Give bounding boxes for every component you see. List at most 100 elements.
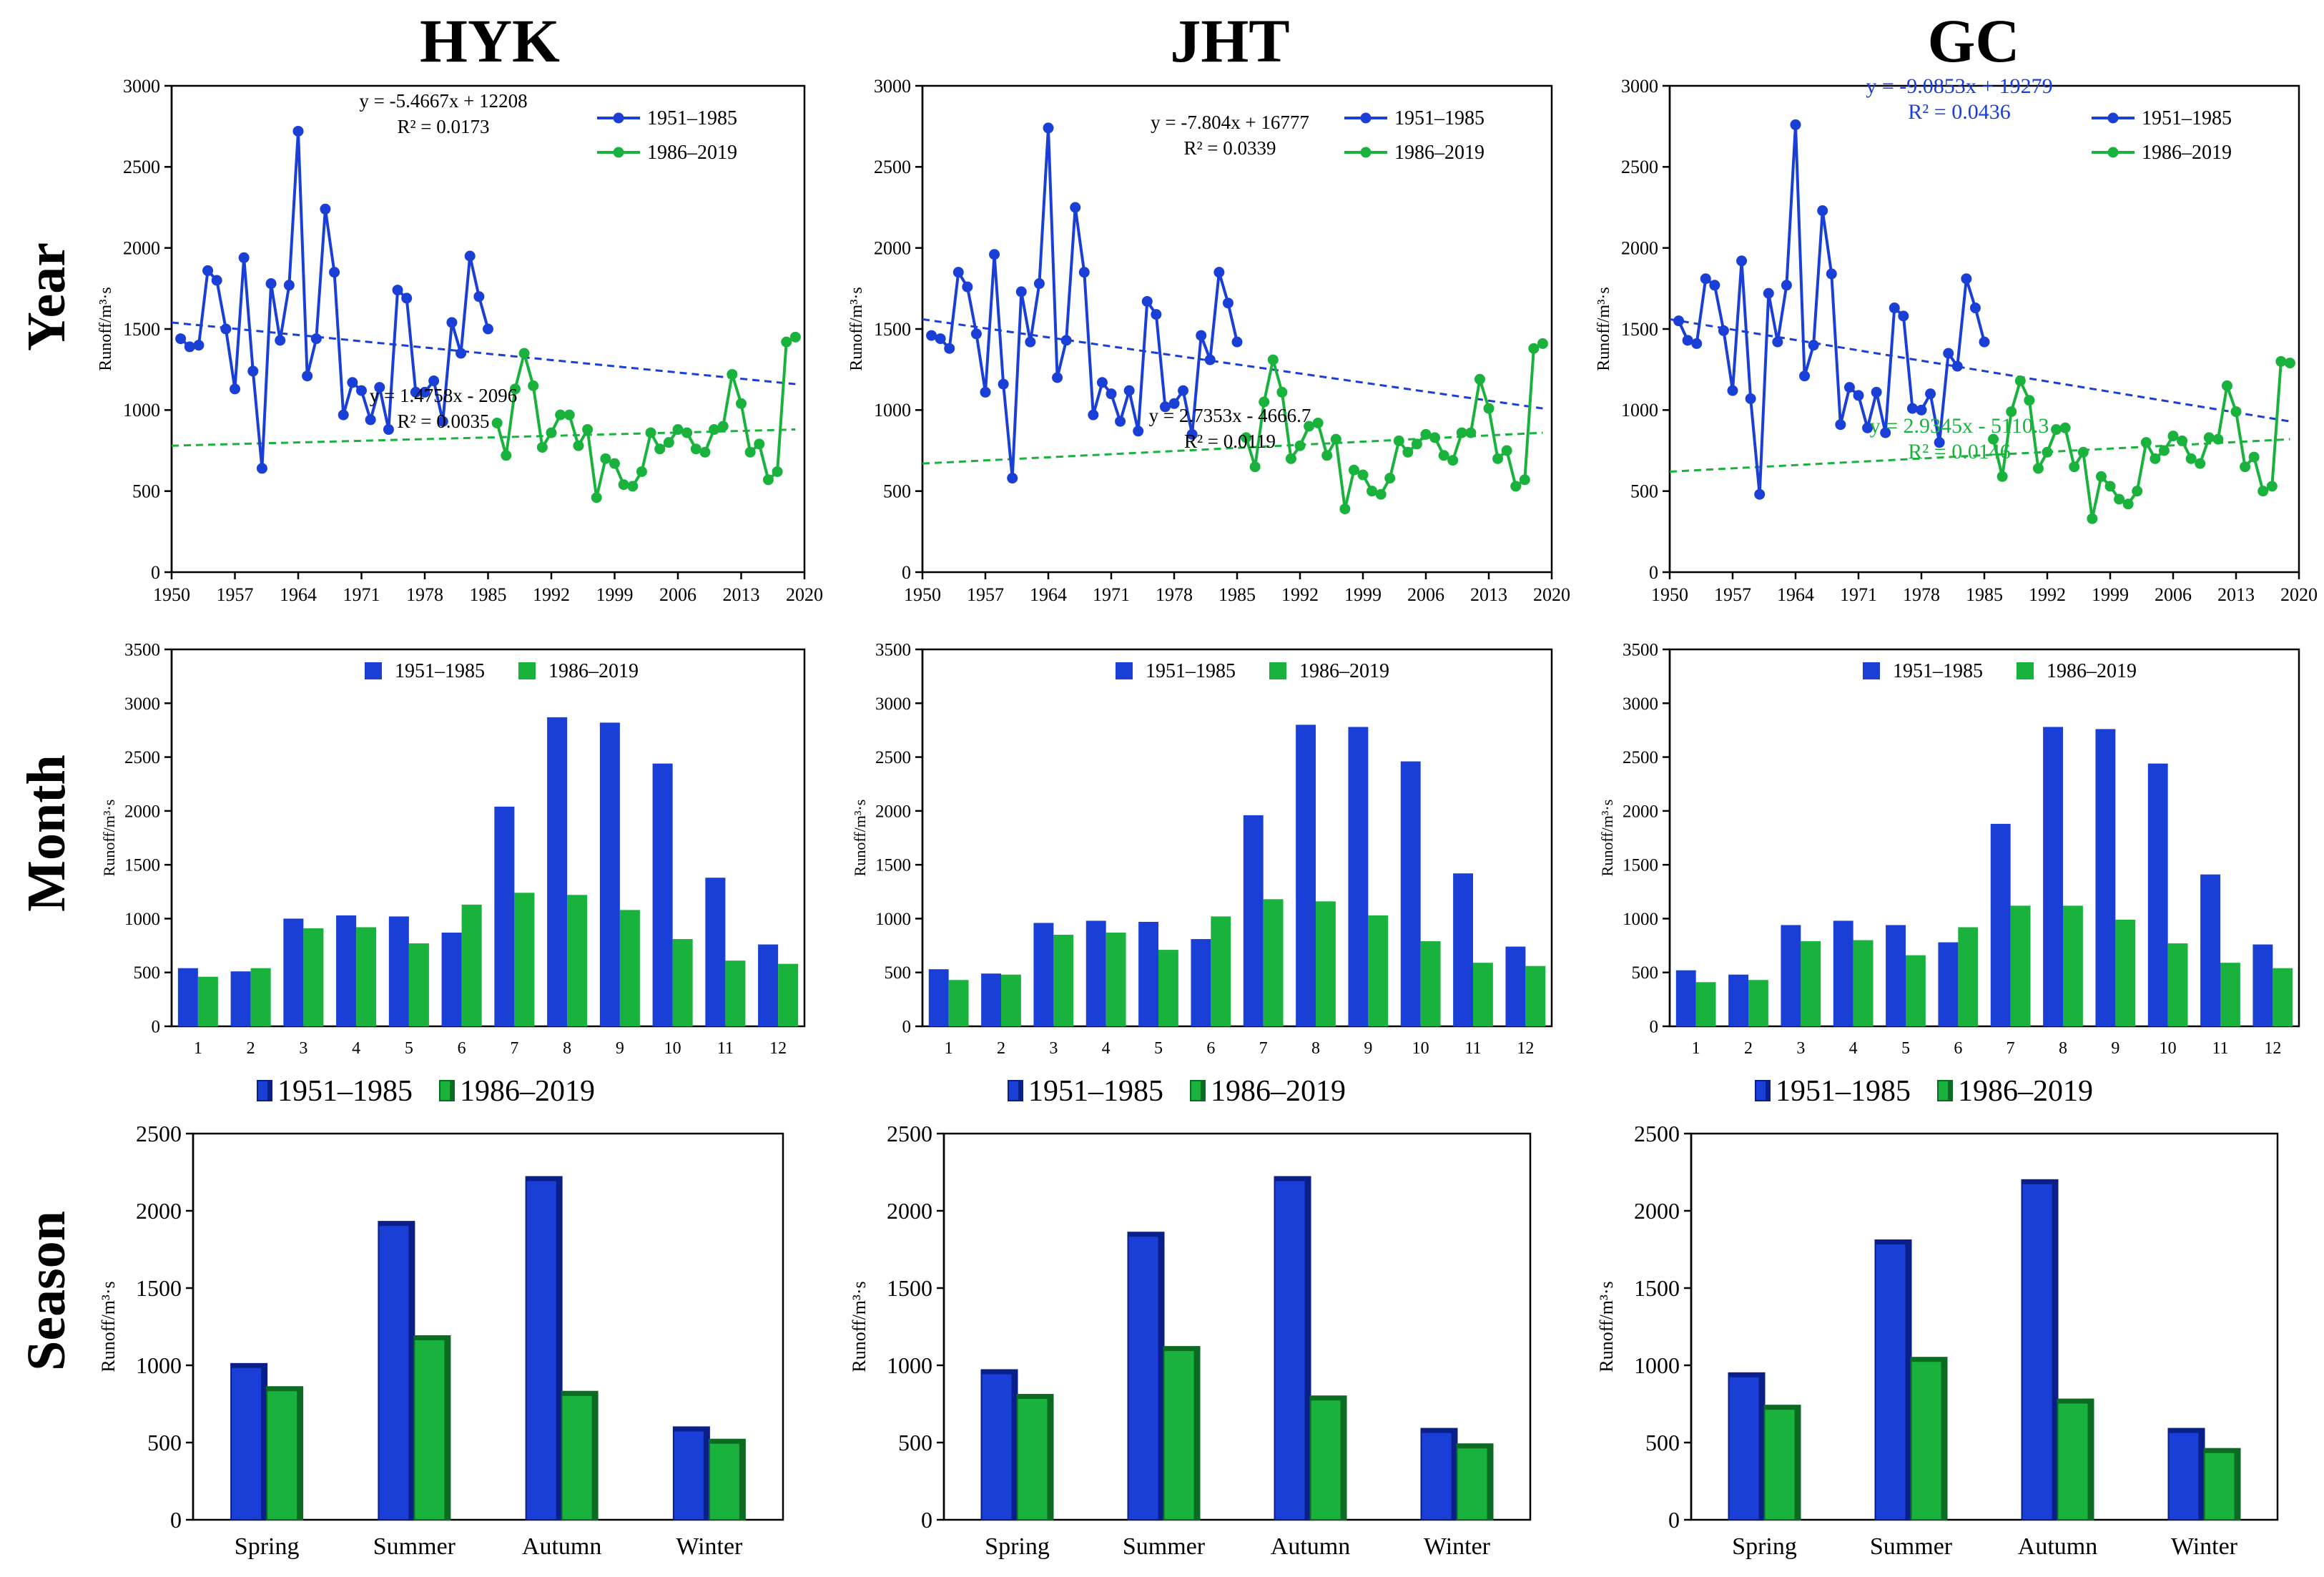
data-point <box>419 386 430 398</box>
data-point <box>1259 396 1270 408</box>
data-point <box>563 409 575 421</box>
data-point <box>2158 445 2170 456</box>
bar-1986-2019 <box>1001 974 1021 1026</box>
series-line-1986-2019 <box>1244 342 1544 510</box>
y-tick-label: 500 <box>132 481 160 502</box>
data-point <box>1151 309 1162 320</box>
bar-top-edge <box>267 1387 303 1392</box>
bar-top-edge <box>1875 1240 1911 1245</box>
data-point <box>1312 417 1324 428</box>
data-point <box>2240 461 2251 473</box>
bar-1986-2019 <box>2115 919 2136 1026</box>
bar-shade <box>1451 1428 1457 1520</box>
x-tick-label: 1978 <box>1903 584 1940 605</box>
data-point <box>338 409 349 421</box>
bar-1986-2019 <box>1106 933 1126 1026</box>
data-point <box>1033 278 1045 290</box>
bar-1951-1985 <box>705 878 726 1026</box>
x-tick-label: 11 <box>2212 1039 2228 1058</box>
data-point <box>1133 426 1144 437</box>
legend-marker <box>1360 112 1372 124</box>
data-point <box>1979 336 1990 348</box>
y-axis-title: Runoff/m³·s <box>1595 287 1613 370</box>
data-point <box>175 333 187 345</box>
x-tick-label: 2013 <box>723 584 760 605</box>
data-point <box>1375 488 1387 500</box>
x-tick-label: 1999 <box>1344 584 1382 605</box>
data-point <box>1483 403 1495 414</box>
bar-1951-1985 <box>1990 823 2011 1026</box>
data-point <box>1285 453 1296 464</box>
y-tick-label: 2500 <box>1621 157 1658 177</box>
chart-season-JHT: 0 500 1000 1500 2000 2500 Runoff/m³·s Spring Sum… <box>849 1075 1532 1560</box>
data-point <box>1348 464 1359 476</box>
y-tick-label: 500 <box>898 1430 932 1455</box>
data-point <box>2185 453 2197 464</box>
bar-shade <box>2198 1428 2205 1520</box>
y-axis-title: Runoff/m³·s <box>847 287 866 370</box>
y-tick-label: 0 <box>1668 1507 1680 1533</box>
y-tick-label: 3500 <box>1623 641 1658 660</box>
legend-label: 1951–1985 <box>277 1075 413 1108</box>
bar-top-edge <box>1764 1405 1801 1410</box>
bar-1951-1985 <box>1296 724 1316 1026</box>
data-point <box>1088 409 1099 421</box>
data-point <box>1222 298 1234 309</box>
y-tick-label: 500 <box>147 1430 182 1455</box>
bar-shade <box>1011 1370 1018 1520</box>
data-point <box>1438 450 1449 461</box>
x-tick-label: 1978 <box>406 584 443 605</box>
data-point <box>2006 406 2017 418</box>
bar-1986-2019 <box>2010 905 2031 1026</box>
data-point <box>2150 453 2161 464</box>
x-tick-label: 9 <box>616 1039 624 1058</box>
bar-top-edge <box>2204 1448 2240 1453</box>
x-tick-label: Autumn <box>1271 1533 1350 1560</box>
data-point <box>1159 401 1171 413</box>
data-point <box>1763 288 1774 299</box>
data-point <box>1196 330 1207 341</box>
data-point <box>980 386 991 398</box>
x-tick-label: 1 <box>945 1039 953 1058</box>
y-tick-label: 2000 <box>124 802 160 821</box>
x-tick-label: 3 <box>1796 1039 1805 1058</box>
bar-shade <box>297 1387 303 1520</box>
y-tick-label: 500 <box>883 481 911 502</box>
data-point <box>2167 431 2179 442</box>
data-point <box>1249 461 1261 473</box>
bar-1951-1985 <box>1938 942 1959 1026</box>
data-point <box>1294 440 1306 451</box>
data-point <box>2095 471 2107 482</box>
y-tick-label: 2500 <box>1623 748 1658 767</box>
data-point <box>2275 355 2287 367</box>
x-tick-label: 10 <box>664 1039 681 1058</box>
data-point <box>2195 458 2206 469</box>
bar-shade <box>591 1391 598 1520</box>
data-point <box>401 293 413 304</box>
trend-r2: R² = 0.0119 <box>1184 431 1276 452</box>
data-point <box>1456 427 1467 438</box>
x-tick-label: 6 <box>1954 1039 1962 1058</box>
y-tick-label: 3500 <box>124 641 160 660</box>
legend-label: 1951–1985 <box>2142 107 2232 129</box>
data-point <box>591 492 602 503</box>
y-tick-label: 0 <box>902 562 911 583</box>
data-point <box>627 481 639 492</box>
column-title-jht: JHT <box>1170 6 1289 75</box>
data-point <box>1880 427 1891 438</box>
data-point <box>1853 390 1864 401</box>
x-tick-label: 1971 <box>343 584 380 605</box>
bar-1986-2019 <box>1420 941 1441 1026</box>
bar-shade <box>444 1335 450 1520</box>
data-point <box>1528 343 1540 354</box>
legend-label: 1951–1985 <box>1776 1075 1911 1108</box>
data-point <box>935 333 946 345</box>
y-tick-label: 2000 <box>874 238 911 259</box>
legend-label: 1986–2019 <box>1299 660 1389 682</box>
y-tick-label: 1000 <box>123 400 160 421</box>
x-tick-label: 2006 <box>659 584 696 605</box>
y-tick-label: 3000 <box>875 694 911 714</box>
y-tick-label: 1000 <box>875 910 911 929</box>
bar-1951-1985 <box>1127 1232 1165 1520</box>
series-line-1986-2019 <box>496 335 797 498</box>
